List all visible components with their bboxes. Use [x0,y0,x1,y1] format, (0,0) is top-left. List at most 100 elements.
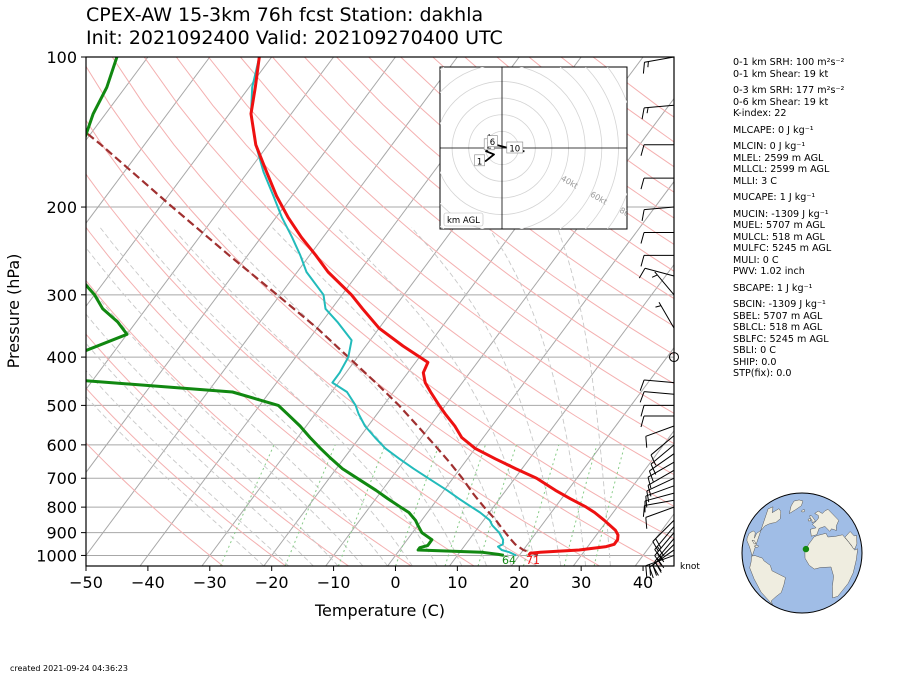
y-tick-label: 300 [46,286,77,305]
parameter-line: MLLCL: 2599 m AGL [733,164,830,175]
moist-adiabat [133,227,438,566]
wind-barbs [638,56,679,579]
parameter-line: MLLI: 3 C [733,175,777,187]
wind-barb [650,435,675,466]
moist-adiabat [86,369,289,566]
isotherm-line [86,57,334,391]
wind-barb [652,519,675,552]
land-mass [753,544,760,548]
mixing-ratio-line [395,444,440,566]
x-tick-label: 20 [509,573,529,592]
dry-adiabat [336,57,674,327]
wind-barb [642,56,675,74]
wind-barb [645,425,675,448]
wind-barb [641,104,675,120]
mixing-ratio-line [477,444,517,566]
parameter-line: 0-3 km SRH: 177 m²s⁻² [733,85,845,96]
dry-adiabat [111,57,674,540]
land-mass [749,555,786,605]
dry-adiabat [304,57,674,356]
dry-adiabat [86,119,600,566]
x-tick-label: −30 [193,573,227,592]
x-tick-label: −40 [131,573,165,592]
isotherm-line [86,57,273,308]
parameter-line: MUCAPE: 1 J kg⁻¹ [733,192,816,203]
wind-barb [654,526,675,560]
mixing-ratio-line [593,444,626,566]
dry-adiabat [240,57,674,414]
moist-adiabat [556,227,611,566]
dry-adiabat [86,333,349,566]
y-tick-label: 200 [46,198,77,217]
mixing-ratio-line [337,444,386,566]
parameter-line: MULCL: 518 m AGL [733,231,825,243]
wind-barb [641,206,675,221]
y-axis-label: Pressure (hPa) [4,254,23,369]
dry-adiabat [86,442,224,566]
wind-barb [640,404,674,417]
hodograph-height-label: 1 [477,157,482,167]
parameter-line: MULFC: 5245 m AGL [733,243,832,254]
parameter-line: SBCIN: -1309 J kg⁻¹ [733,299,826,310]
isotherm-line [510,346,674,566]
moist-adiabat [86,281,364,566]
isotherm-line [387,180,674,566]
dewpoint-surface-label: 64 [502,554,516,567]
land-mass [804,533,859,599]
x-tick-label: 40 [633,573,653,592]
wind-barb [639,379,675,391]
parameter-line: MLCAPE: 0 J kg⁻¹ [733,124,814,136]
x-axis-label: Temperature (C) [314,601,445,620]
land-mass [809,515,816,523]
chart-subtitle: Init: 2021092400 Valid: 202109270400 UTC [86,27,503,49]
profile-lines [86,57,620,557]
y-tick-label: 500 [46,396,77,415]
hodograph-inset: 40kt60kt80kt12610 km AGL [439,66,638,230]
wind-barb [645,506,675,529]
land-mass [807,517,812,522]
wind-barb [642,499,675,517]
x-tick-label: −50 [69,573,103,592]
moist-adiabat [86,342,314,566]
dry-adiabat [208,57,674,445]
globe-land [746,499,859,605]
dry-adiabat [86,387,287,566]
parameter-line: 0-1 km SRH: 100 m²s⁻² [733,57,845,68]
y-tick-label: 900 [46,524,77,543]
parameter-line: STP(fix): 0.0 [733,368,792,379]
hodograph-height-label: 10 [509,145,520,155]
moist-adiabat [411,227,562,566]
wind-barb [638,267,675,279]
parameter-line: SBCAPE: 1 J kg⁻¹ [733,282,813,294]
isotherm-line [86,57,458,557]
chart-title: CPEX-AW 15-3km 76h fcst Station: dakhla [86,4,484,26]
land-mass [844,531,858,550]
y-tick-label: 1000 [36,546,77,565]
hodograph-height-label: 6 [490,138,495,148]
moist-adiabat [336,227,537,566]
land-mass [800,509,805,513]
hodograph-height-box [487,135,498,147]
parcel-profile [86,131,539,557]
parameter-line: MLEL: 2599 m AGL [733,152,824,164]
dry-adiabat [143,57,674,507]
hodograph-ring-label: 80kt [618,206,638,223]
axes: −50 −40 −30 −20 −10 0 10 20 30 40 100 200 300 400 500 6… [36,48,653,592]
dewpoint-profile [86,57,505,557]
globe-outline [741,492,863,614]
wind-barb [644,492,675,513]
wind-barb [651,271,675,296]
sounding-parameters: 0-1 km SRH: 100 m²s⁻² 0-1 km Shear: 19 kt… [733,57,844,380]
y-tick-label: 600 [46,436,77,455]
dry-adiabat [400,57,674,272]
x-tick-label: 0 [390,573,400,592]
dry-adiabat [86,279,412,566]
dry-adiabat [86,65,663,566]
land-mass [810,508,839,537]
wind-barb [647,461,675,489]
wind-barb [655,301,675,329]
hodograph-height-box [506,141,524,154]
dry-adiabat [272,57,674,385]
mixing-ratio-line [220,444,275,566]
hodograph-height-box [474,154,485,167]
